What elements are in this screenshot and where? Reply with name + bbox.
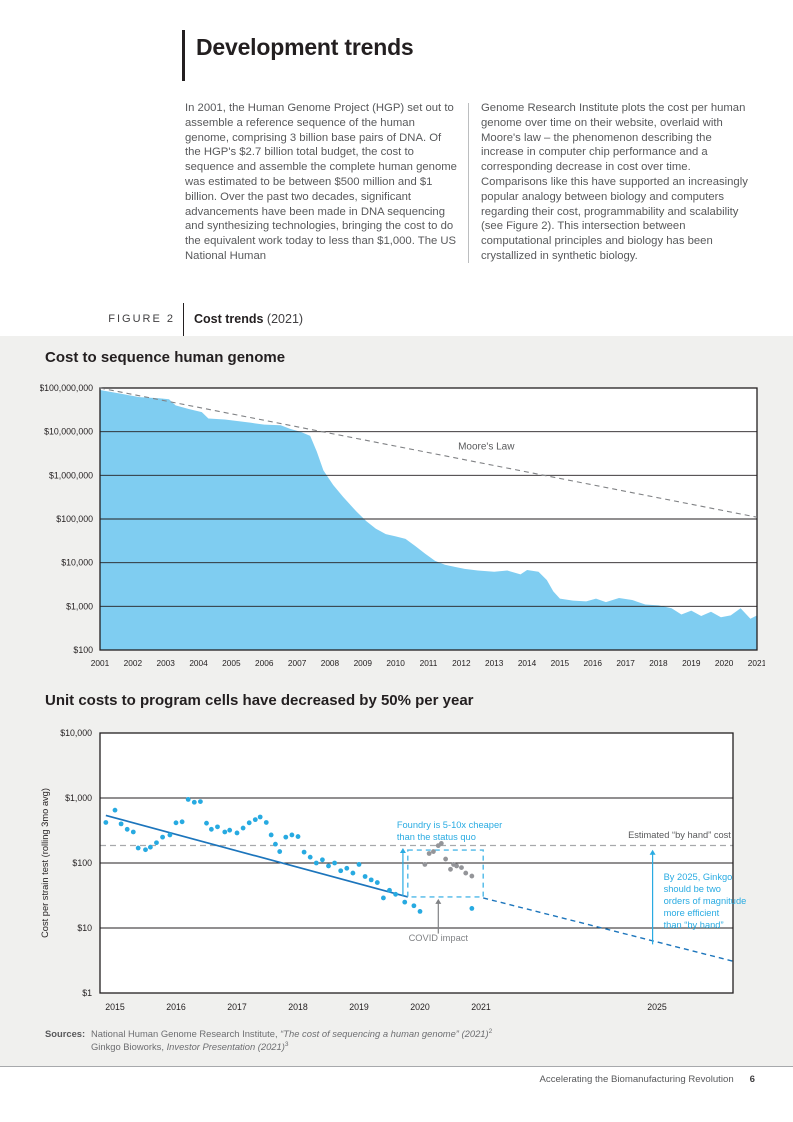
svg-text:2005: 2005 xyxy=(222,658,241,668)
svg-text:Moore's Law: Moore's Law xyxy=(458,442,515,453)
svg-text:2020: 2020 xyxy=(410,1002,430,1012)
x-axis-labels: 2015 2016 2017 2018 2019 2020 2021 2025 xyxy=(105,1002,667,1012)
svg-text:COVID impact: COVID impact xyxy=(409,933,469,943)
body-column-left: In 2001, the Human Genome Project (HGP) … xyxy=(185,102,457,262)
svg-text:2012: 2012 xyxy=(452,658,471,668)
plot-border xyxy=(99,387,758,651)
genome-chart-title: Cost to sequence human genome xyxy=(45,349,286,366)
figure-title-year: (2021) xyxy=(263,312,304,326)
x-axis-labels: 2001 2002 2003 2004 2005 2006 2007 2008 2009 2010… xyxy=(91,658,765,668)
svg-text:2025: 2025 xyxy=(647,1002,667,1012)
svg-text:2016: 2016 xyxy=(584,658,603,668)
svg-text:$10,000,000: $10,000,000 xyxy=(44,427,93,437)
source-2-text: Ginkgo Bioworks, Investor Presentation (… xyxy=(91,1041,289,1053)
svg-text:2015: 2015 xyxy=(105,1002,125,1012)
svg-text:$1,000: $1,000 xyxy=(65,793,92,803)
svg-text:2021: 2021 xyxy=(471,1002,491,1012)
gridlines xyxy=(100,431,757,607)
svg-text:$1,000,000: $1,000,000 xyxy=(49,470,93,480)
svg-text:2008: 2008 xyxy=(321,658,340,668)
svg-text:2019: 2019 xyxy=(682,658,701,668)
figure-title-main: Cost trends xyxy=(194,312,264,326)
cost-area-series xyxy=(100,390,757,650)
moores-law-label: Moore's Law xyxy=(458,442,515,453)
scatter-foundry xyxy=(103,797,475,914)
svg-text:2021: 2021 xyxy=(748,658,765,668)
source-line-2: Ginkgo Bioworks, Investor Presentation (… xyxy=(91,1040,492,1053)
figure-title: Cost trends (2021) xyxy=(194,312,303,326)
svg-text:$100: $100 xyxy=(72,858,92,868)
scatter-covid xyxy=(422,841,475,879)
svg-text:2002: 2002 xyxy=(124,658,143,668)
page-title: Development trends xyxy=(196,34,414,60)
figure-number-label: FIGURE 2 xyxy=(108,313,175,325)
svg-text:2007: 2007 xyxy=(288,658,307,668)
source-line-1: Sources: National Human Genome Research I… xyxy=(45,1027,492,1040)
byhand-note: Estimated “by hand” cost xyxy=(628,830,731,840)
svg-text:2017: 2017 xyxy=(616,658,635,668)
source-1-text: National Human Genome Research Institute… xyxy=(91,1028,493,1040)
svg-text:2017: 2017 xyxy=(227,1002,247,1012)
svg-text:$100,000: $100,000 xyxy=(56,514,93,524)
y-axis-labels: $100,000,000 $10,000,000 $1,000,000 $100,00… xyxy=(40,383,93,655)
svg-text:$10: $10 xyxy=(77,923,92,933)
footer-report-title: Accelerating the Biomanufacturing Revolu… xyxy=(539,1074,734,1085)
genome-cost-chart: Moore's Law $100,000,000 $10,000,000 $1,000… xyxy=(40,383,765,668)
by2025-note: By 2025, Ginkgo should be two orders of ma… xyxy=(649,849,747,945)
svg-text:$100: $100 xyxy=(73,645,93,655)
svg-text:$1,000: $1,000 xyxy=(66,601,93,611)
strain-chart-title: Unit costs to program cells have decreas… xyxy=(45,692,474,709)
svg-text:2018: 2018 xyxy=(288,1002,308,1012)
column-divider xyxy=(468,103,469,263)
title-block: Development trends xyxy=(182,30,414,81)
sources: Sources: National Human Genome Research I… xyxy=(45,1027,492,1054)
trend-line xyxy=(105,814,409,898)
svg-text:2003: 2003 xyxy=(156,658,175,668)
svg-text:2014: 2014 xyxy=(518,658,537,668)
y-axis-title: Cost per strain test (rolling 3mo avg) xyxy=(40,788,50,938)
strain-cost-chart: Foundry is 5-10x cheaper than the status … xyxy=(40,728,747,1012)
plot-border xyxy=(99,732,734,994)
y-axis-labels: $10,000 $1,000 $100 $10 $1 xyxy=(60,728,92,998)
moores-law-line xyxy=(99,387,758,518)
svg-text:$10,000: $10,000 xyxy=(61,558,93,568)
svg-text:$100,000,000: $100,000,000 xyxy=(40,383,93,393)
svg-text:2018: 2018 xyxy=(649,658,668,668)
svg-text:2009: 2009 xyxy=(354,658,373,668)
svg-text:Cost per strain test (rolling: Cost per strain test (rolling 3mo avg) xyxy=(40,788,50,938)
figure-caption-row: FIGURE 2 Cost trends (2021) xyxy=(0,303,793,336)
svg-text:2015: 2015 xyxy=(551,658,570,668)
svg-text:2016: 2016 xyxy=(166,1002,186,1012)
svg-text:$10,000: $10,000 xyxy=(60,728,92,738)
figure-divider xyxy=(183,303,184,336)
body-column-right: Genome Research Institute plots the cost… xyxy=(481,102,748,262)
svg-text:2013: 2013 xyxy=(485,658,504,668)
svg-text:2006: 2006 xyxy=(255,658,274,668)
sources-label: Sources: xyxy=(45,1028,86,1040)
svg-text:2004: 2004 xyxy=(189,658,208,668)
svg-text:2019: 2019 xyxy=(349,1002,369,1012)
svg-text:2001: 2001 xyxy=(91,658,110,668)
svg-text:2010: 2010 xyxy=(386,658,405,668)
page-footer: Accelerating the Biomanufacturing Revolu… xyxy=(540,1074,755,1085)
footer-rule xyxy=(0,1066,793,1067)
svg-text:2020: 2020 xyxy=(715,658,734,668)
page-number: 6 xyxy=(749,1074,755,1085)
trend-projection xyxy=(483,897,737,963)
svg-text:$1: $1 xyxy=(82,988,92,998)
gridlines xyxy=(100,797,733,929)
covid-note: COVID impact xyxy=(409,898,469,943)
svg-text:2011: 2011 xyxy=(420,658,438,668)
foundry-note: Foundry is 5-10x cheaper than the status … xyxy=(397,820,502,897)
svg-text:Estimated “by hand” cost: Estimated “by hand” cost xyxy=(628,830,731,840)
covid-box xyxy=(407,849,484,898)
